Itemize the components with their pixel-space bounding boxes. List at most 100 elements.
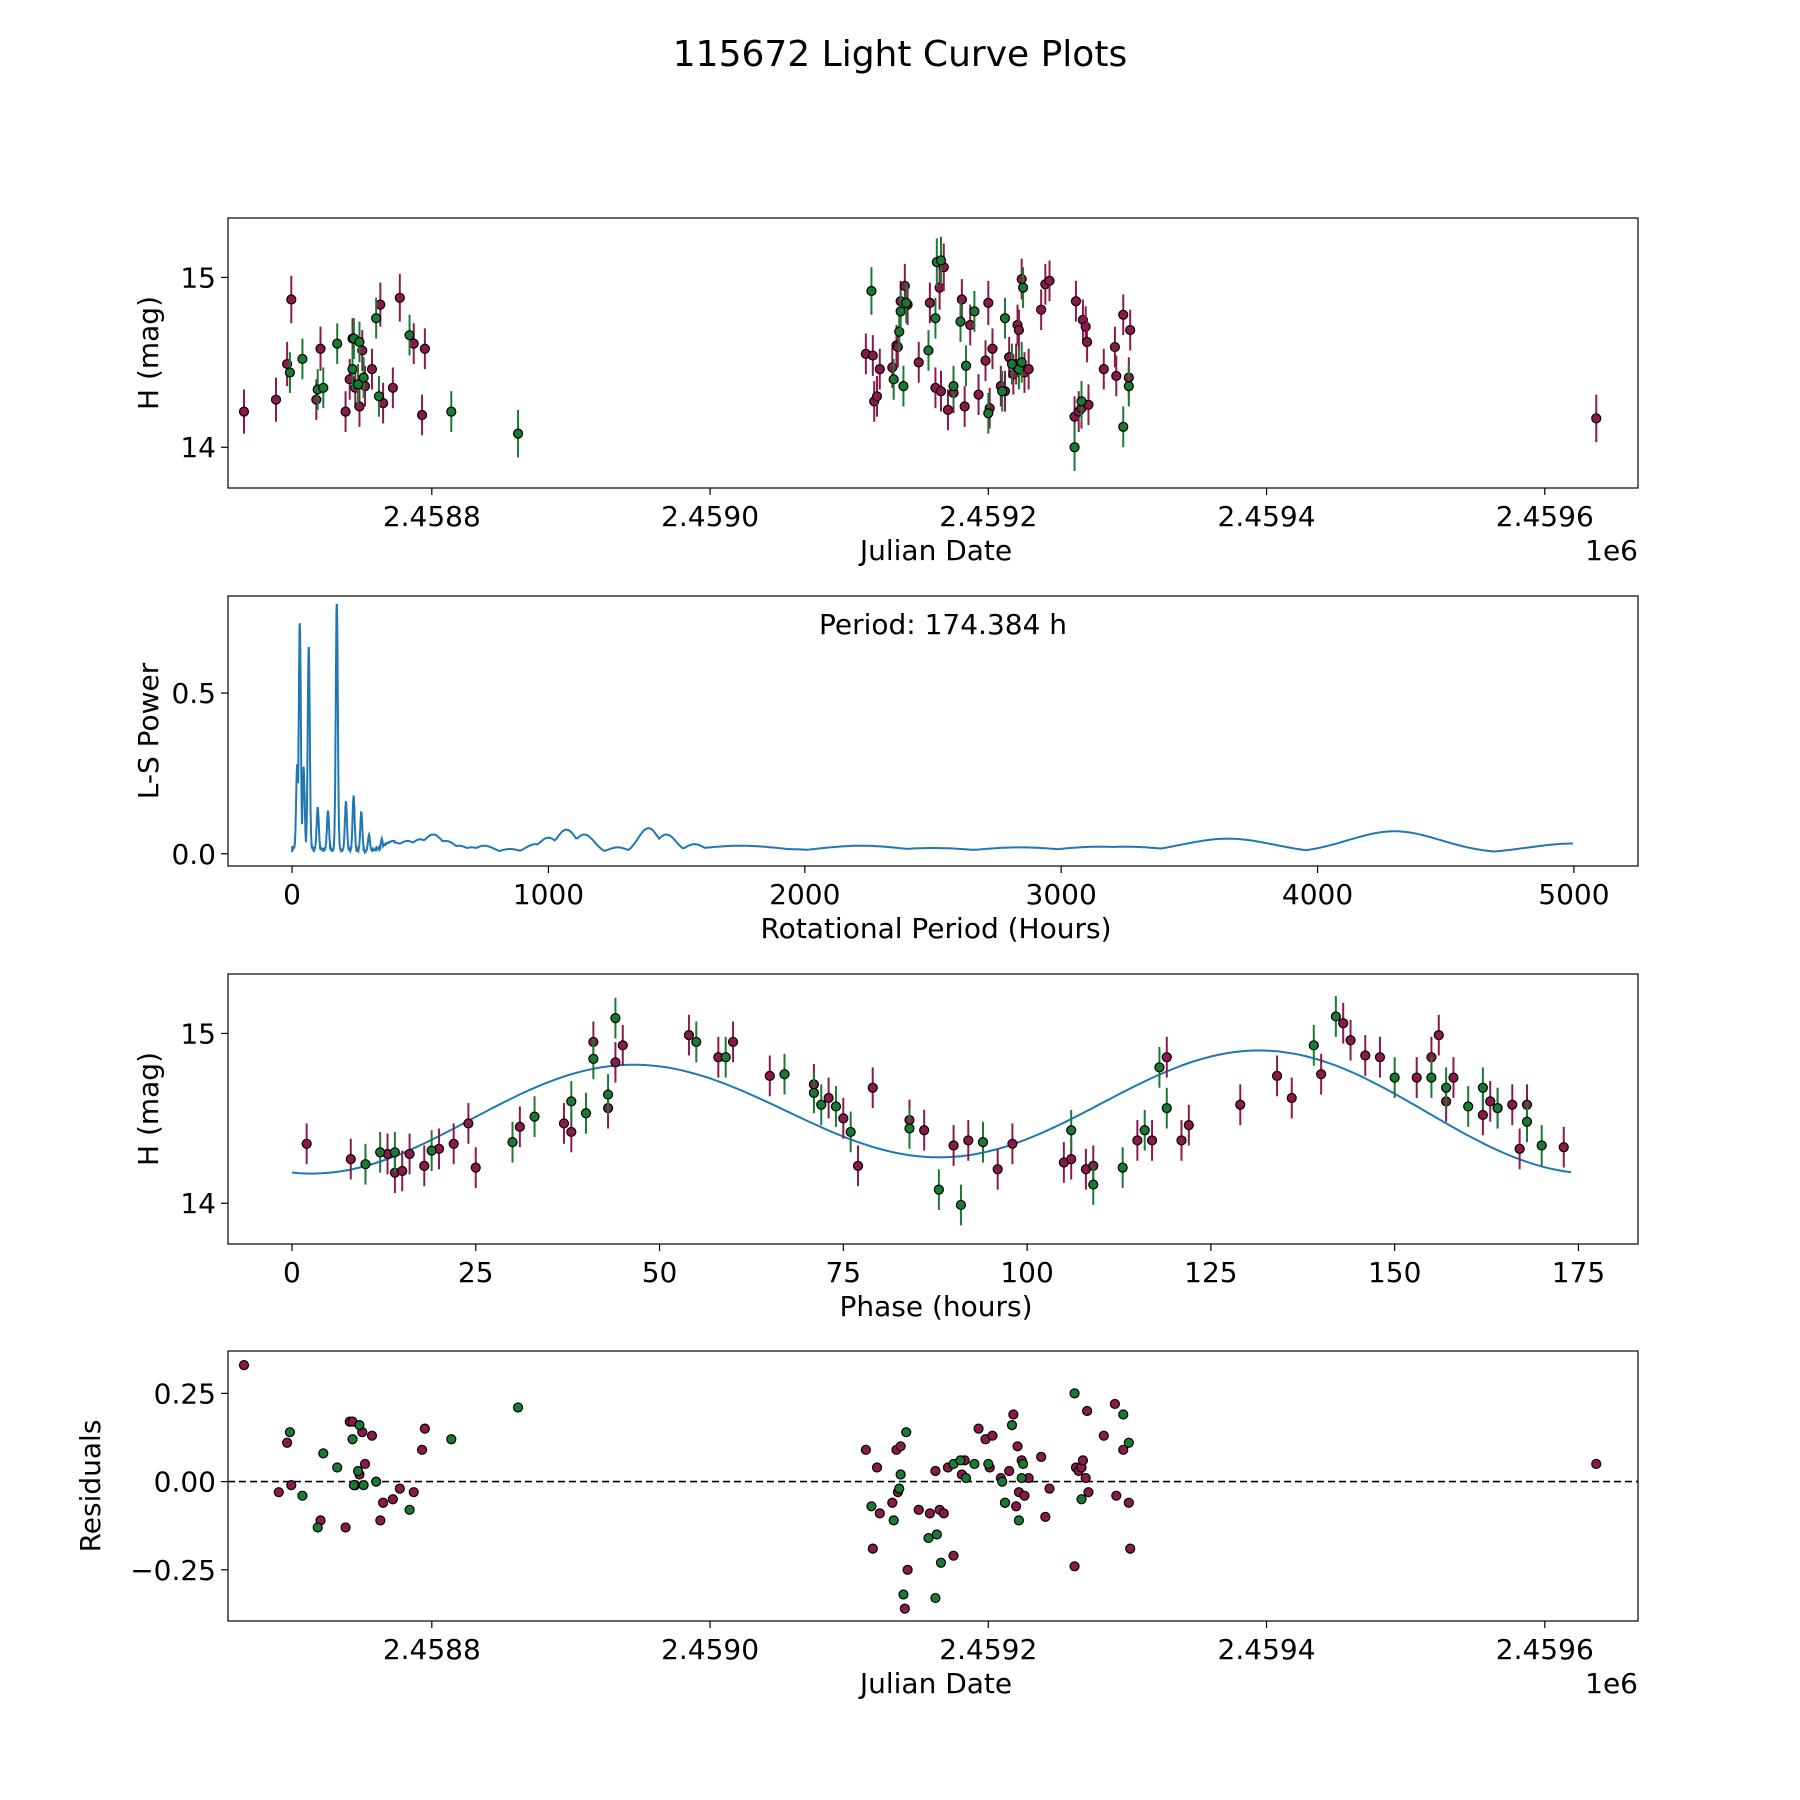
plot-area bbox=[228, 1360, 1638, 1614]
data-point-r bbox=[286, 294, 297, 305]
data-point-g bbox=[894, 326, 905, 337]
data-point-r bbox=[1118, 309, 1129, 320]
data-point-g bbox=[1521, 1116, 1533, 1127]
data-point-g bbox=[983, 1458, 994, 1470]
data-point-r bbox=[1019, 1490, 1030, 1501]
period-annotation: Period: 174.384 h bbox=[819, 608, 1067, 641]
data-point-r bbox=[867, 1082, 878, 1093]
data-point-g bbox=[284, 367, 296, 378]
axes-frame bbox=[227, 1350, 1639, 1622]
data-point-g bbox=[588, 1053, 599, 1065]
y-tick-label: 15 bbox=[180, 261, 216, 294]
x-axis-label: Julian Date bbox=[858, 534, 1012, 567]
x-axis-label: Phase (hours) bbox=[839, 1290, 1032, 1323]
phased-panel: 0 25 50 75 100 125 150 175 14 15 Phase (hours) H (m… bbox=[132, 973, 1639, 1323]
data-point-g bbox=[808, 1087, 820, 1098]
data-point-r bbox=[1044, 275, 1055, 286]
data-point-r bbox=[1271, 1070, 1283, 1081]
data-point-g bbox=[360, 1159, 371, 1170]
data-point-r bbox=[470, 1162, 481, 1173]
x-tick-label: 3000 bbox=[1026, 878, 1097, 911]
data-point-g bbox=[1536, 1140, 1547, 1151]
data-point-g bbox=[1088, 1179, 1099, 1190]
data-point-r bbox=[1125, 324, 1136, 336]
data-point-r bbox=[1132, 1135, 1143, 1146]
data-point-r bbox=[867, 350, 878, 361]
x-tick-label: 4000 bbox=[1282, 878, 1353, 911]
x-tick-label: 2.4588 bbox=[383, 1633, 481, 1666]
data-point-g bbox=[1076, 1494, 1087, 1505]
data-point-g bbox=[955, 316, 966, 327]
x-tick-label: 2.4596 bbox=[1496, 500, 1594, 533]
data-point-r bbox=[387, 1494, 398, 1505]
data-point-r bbox=[354, 401, 365, 412]
model-fit-curve bbox=[291, 1049, 1572, 1175]
data-point-g bbox=[935, 255, 947, 266]
data-point-r bbox=[899, 1603, 910, 1614]
data-point-g bbox=[512, 428, 524, 439]
plot-area bbox=[291, 603, 1573, 856]
data-point-g bbox=[566, 1096, 577, 1107]
data-point-g bbox=[1154, 1062, 1165, 1073]
data-point-r bbox=[315, 343, 326, 354]
data-point-r bbox=[874, 1508, 885, 1519]
data-point-g bbox=[375, 1147, 386, 1158]
data-point-g bbox=[779, 1069, 790, 1080]
data-point-r bbox=[416, 1444, 428, 1455]
data-point-r bbox=[311, 394, 322, 405]
data-point-g bbox=[1016, 1472, 1027, 1484]
data-point-r bbox=[1591, 1458, 1602, 1470]
data-point-g bbox=[371, 313, 382, 324]
data-point-g bbox=[977, 1137, 989, 1148]
data-point-r bbox=[1016, 274, 1027, 285]
data-point-g bbox=[895, 1469, 906, 1480]
data-point-r bbox=[1080, 321, 1091, 332]
data-point-r bbox=[375, 1515, 386, 1526]
x-tick-label: 5000 bbox=[1538, 878, 1609, 911]
data-point-r bbox=[448, 1138, 459, 1149]
data-point-r bbox=[1004, 1465, 1015, 1477]
data-point-r bbox=[1109, 1398, 1121, 1410]
data-point-r bbox=[345, 1153, 356, 1165]
data-point-g bbox=[898, 1589, 909, 1600]
data-point-g bbox=[691, 1036, 702, 1048]
x-tick-label: 2.4594 bbox=[1218, 500, 1316, 533]
x-tick-label: 2000 bbox=[769, 878, 840, 911]
x-tick-label: 2.4592 bbox=[939, 500, 1037, 533]
data-point-r bbox=[963, 1135, 974, 1146]
data-point-g bbox=[354, 1420, 365, 1431]
x-tick-label: 2.4588 bbox=[383, 500, 481, 533]
data-point-r bbox=[913, 1504, 924, 1515]
data-point-r bbox=[983, 297, 994, 309]
x-axis-label: Rotational Period (Hours) bbox=[760, 912, 1111, 945]
x-tick-label: 0 bbox=[283, 1256, 301, 1289]
data-point-r bbox=[965, 319, 976, 331]
y-tick-label: 0.5 bbox=[171, 677, 216, 710]
data-point-r bbox=[1316, 1069, 1327, 1080]
data-point-g bbox=[894, 1483, 905, 1494]
data-point-r bbox=[887, 1497, 898, 1508]
data-point-r bbox=[871, 391, 883, 402]
data-point-r bbox=[270, 394, 282, 405]
data-point-r bbox=[1286, 1092, 1297, 1104]
data-point-r bbox=[860, 1444, 871, 1455]
data-point-r bbox=[1044, 1483, 1055, 1494]
data-point-r bbox=[366, 364, 378, 375]
data-point-g bbox=[904, 1123, 915, 1134]
data-point-g bbox=[332, 338, 343, 349]
data-point-r bbox=[902, 1564, 913, 1575]
data-point-g bbox=[955, 1455, 966, 1466]
data-point-g bbox=[297, 353, 308, 365]
data-point-g bbox=[997, 1476, 1008, 1487]
x-tick-label: 2.4596 bbox=[1496, 1633, 1594, 1666]
data-point-g bbox=[354, 336, 365, 348]
data-point-g bbox=[347, 1434, 358, 1445]
data-point-g bbox=[969, 306, 980, 317]
data-point-r bbox=[1098, 364, 1109, 375]
data-point-r bbox=[919, 1125, 930, 1136]
data-point-g bbox=[997, 386, 1008, 397]
data-point-r bbox=[1411, 1072, 1422, 1083]
data-point-r bbox=[1080, 1472, 1091, 1484]
data-point-g bbox=[1066, 1125, 1077, 1136]
data-point-g bbox=[1441, 1082, 1452, 1093]
